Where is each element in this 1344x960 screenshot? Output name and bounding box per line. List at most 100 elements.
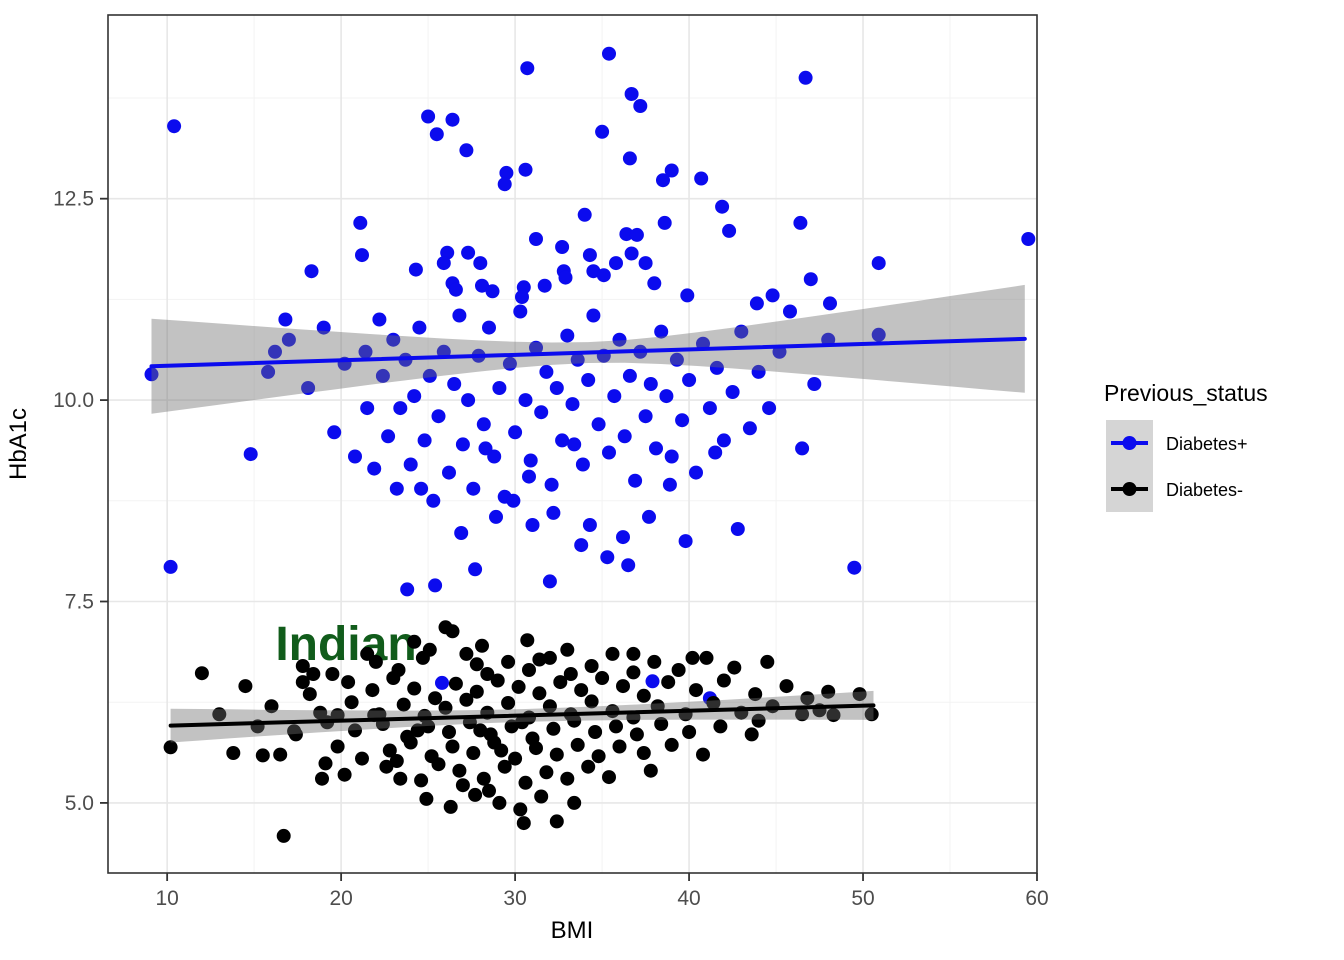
data-point-Diabetes+	[871, 327, 886, 342]
data-point-Diabetes+	[803, 272, 818, 287]
data-point-Diabetes+	[680, 288, 695, 303]
data-point-Diabetes+	[448, 282, 463, 297]
data-point-Diabetes-	[699, 650, 714, 665]
data-point-Diabetes-	[302, 687, 317, 702]
data-point-Diabetes-	[315, 771, 329, 786]
data-point-Diabetes-	[549, 747, 564, 762]
data-point-Diabetes+	[742, 421, 757, 436]
data-point-Diabetes+	[492, 381, 507, 395]
x-tick-label: 50	[851, 887, 874, 910]
data-point-Diabetes+	[426, 493, 441, 508]
data-point-Diabetes+	[607, 389, 622, 404]
data-point-Diabetes+	[657, 215, 672, 230]
data-point-Diabetes+	[353, 215, 368, 230]
data-point-Diabetes+	[403, 457, 418, 472]
data-point-Diabetes-	[696, 747, 710, 762]
data-point-Diabetes-	[595, 671, 610, 685]
data-point-Diabetes-	[744, 727, 759, 742]
data-point-Diabetes-	[661, 675, 676, 690]
series-points-Diabetes+	[144, 46, 1036, 706]
frame-layer: 10 20 30 40 50 60 5.0 7.5 10.0 12.5	[53, 14, 1049, 910]
data-point-Diabetes+	[575, 457, 590, 472]
data-point-Diabetes+	[529, 232, 543, 246]
data-point-Diabetes-	[468, 787, 483, 802]
data-point-Diabetes-	[415, 650, 430, 665]
data-point-Diabetes+	[386, 332, 401, 347]
data-point-Diabetes-	[469, 657, 484, 672]
data-point-Diabetes-	[563, 667, 578, 681]
data-point-Diabetes-	[516, 816, 531, 831]
data-point-Diabetes-	[163, 740, 178, 755]
data-point-Diabetes+	[716, 433, 731, 448]
x-tick-label: 60	[1025, 887, 1048, 910]
data-point-Diabetes+	[574, 538, 589, 553]
data-point-Diabetes-	[647, 654, 662, 669]
data-point-Diabetes-	[529, 741, 543, 756]
data-point-Diabetes+	[595, 124, 610, 139]
data-point-Diabetes-	[341, 675, 356, 690]
data-point-Diabetes+	[435, 675, 449, 690]
data-point-Diabetes+	[485, 284, 500, 299]
data-point-Diabetes-	[438, 700, 453, 715]
data-point-Diabetes+	[537, 278, 552, 293]
data-point-Diabetes+	[515, 290, 529, 304]
data-point-Diabetes-	[542, 650, 557, 665]
data-point-Diabetes+	[375, 368, 390, 383]
data-point-Diabetes-	[560, 771, 575, 786]
data-point-Diabetes-	[560, 642, 575, 657]
data-point-Diabetes-	[567, 713, 582, 728]
y-tick-label: 10.0	[53, 389, 94, 412]
data-point-Diabetes+	[570, 352, 585, 367]
data-point-Diabetes-	[520, 633, 535, 648]
data-point-Diabetes+	[616, 530, 630, 545]
data-point-Diabetes+	[795, 441, 810, 456]
data-point-Diabetes+	[581, 373, 596, 387]
data-point-Diabetes+	[522, 469, 536, 484]
data-point-Diabetes-	[382, 743, 397, 758]
data-point-Diabetes+	[454, 526, 469, 540]
data-point-Diabetes+	[596, 268, 611, 283]
data-point-Diabetes+	[621, 558, 636, 573]
legend-label-diabetes-negative: Diabetes-	[1166, 480, 1243, 500]
data-point-Diabetes+	[506, 493, 521, 508]
data-point-Diabetes-	[685, 650, 700, 665]
data-point-Diabetes+	[682, 373, 697, 387]
data-point-Diabetes-	[212, 707, 227, 722]
data-point-Diabetes+	[355, 248, 369, 263]
data-point-Diabetes+	[765, 288, 780, 303]
data-point-Diabetes+	[798, 70, 813, 85]
data-point-Diabetes+	[654, 324, 669, 339]
data-point-Diabetes+	[475, 278, 489, 293]
data-point-Diabetes+	[542, 574, 557, 589]
data-point-Diabetes+	[301, 381, 316, 395]
legend-key-point	[1122, 482, 1137, 496]
data-point-Diabetes+	[431, 409, 446, 424]
data-point-Diabetes+	[534, 405, 549, 420]
data-point-Diabetes-	[864, 707, 879, 722]
data-point-Diabetes+	[360, 401, 375, 416]
data-point-Diabetes+	[455, 437, 470, 452]
data-point-Diabetes+	[400, 582, 415, 597]
x-axis-title: BMI	[551, 917, 594, 944]
data-point-Diabetes-	[636, 688, 651, 703]
data-point-Diabetes+	[678, 534, 693, 549]
data-point-Diabetes-	[469, 684, 484, 699]
data-point-Diabetes-	[602, 770, 616, 785]
data-point-Diabetes+	[546, 505, 561, 520]
data-point-Diabetes+	[762, 401, 777, 416]
data-point-Diabetes+	[445, 112, 460, 127]
data-point-Diabetes-	[605, 646, 620, 661]
data-point-Diabetes+	[638, 409, 653, 424]
data-point-Diabetes+	[629, 227, 644, 242]
data-point-Diabetes+	[482, 320, 496, 335]
data-point-Diabetes+	[725, 385, 740, 399]
data-point-Diabetes-	[368, 654, 383, 669]
points-layer	[144, 46, 1036, 843]
data-point-Diabetes+	[417, 433, 432, 448]
data-point-Diabetes-	[393, 771, 408, 786]
data-point-Diabetes+	[261, 364, 276, 379]
data-point-Diabetes-	[588, 725, 603, 739]
data-point-Diabetes-	[553, 675, 568, 690]
